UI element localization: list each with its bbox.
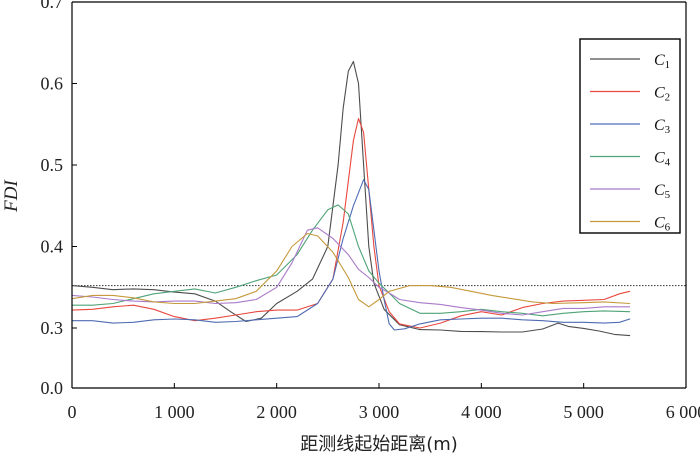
series-line-c3 <box>71 179 631 331</box>
y-tick-label: 0.0 <box>41 378 64 398</box>
y-axis-title: FDI <box>1 179 22 213</box>
legend-label-main: C <box>654 85 665 102</box>
series-line-c1 <box>71 60 631 337</box>
legend-label-main: C <box>654 215 665 232</box>
legend-label-c3: C3 <box>654 117 671 136</box>
legend-label-subscript: 3 <box>665 124 671 136</box>
legend-label-subscript: 2 <box>665 92 671 104</box>
series-line-c6 <box>71 232 631 308</box>
x-tick-label: 1 000 <box>154 402 195 422</box>
y-tick-label: 0.4 <box>41 237 64 257</box>
y-ticks: 0.0 0.3 0.4 0.5 0.6 0.7 <box>41 0 77 398</box>
y-tick-label: 0.6 <box>41 74 64 94</box>
legend-label-c4: C4 <box>654 150 671 169</box>
legend-label-main: C <box>654 117 665 134</box>
legend-label-main: C <box>654 182 665 199</box>
y-tick-label: 0.3 <box>41 318 64 338</box>
legend-label-subscript: 4 <box>665 157 671 169</box>
series-line-c5 <box>71 227 631 316</box>
x-tick-label: 3 000 <box>359 402 400 422</box>
series-layer <box>71 60 631 337</box>
series-line-c4 <box>71 204 631 317</box>
legend-label-c2: C2 <box>654 85 670 104</box>
x-tick-label: 5 000 <box>563 402 604 422</box>
legend-label-subscript: 1 <box>665 59 671 71</box>
legend-box <box>579 38 681 234</box>
legend-label-c6: C6 <box>654 215 671 234</box>
legend-label-main: C <box>654 52 665 69</box>
legend-label-subscript: 5 <box>665 189 671 201</box>
x-tick-label: 0 <box>68 402 77 422</box>
y-tick-label: 0.5 <box>41 155 64 175</box>
x-tick-label: 2 000 <box>256 402 297 422</box>
x-tick-label: 6 000 <box>666 402 700 422</box>
legend-label-subscript: 6 <box>665 222 671 234</box>
legend-label-c1: C1 <box>654 52 670 71</box>
x-ticks: 0 1 000 2 000 3 000 4 000 5 000 6 000 <box>68 383 700 422</box>
x-axis-title: 距测线起始距离(m) <box>300 434 458 455</box>
legend-label-c5: C5 <box>654 182 671 201</box>
y-tick-label: 0.7 <box>41 0 64 12</box>
x-tick-label: 4 000 <box>461 402 502 422</box>
legend-label-main: C <box>654 150 665 167</box>
